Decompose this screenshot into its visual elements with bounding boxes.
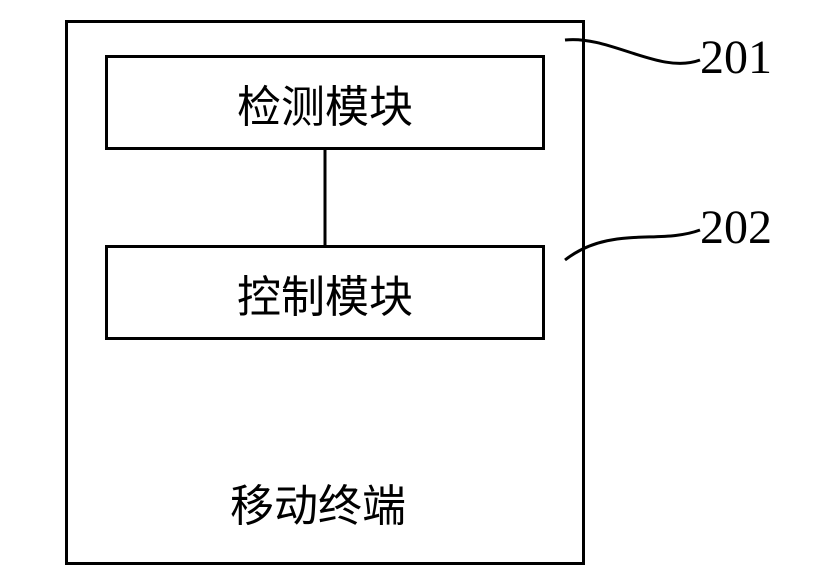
callout-label-201: 201: [700, 30, 772, 85]
block-detect-label: 检测模块: [237, 71, 413, 135]
block-detect-module: 检测模块: [105, 55, 545, 150]
container-label: 移动终端: [230, 470, 406, 534]
diagram-canvas: 移动终端 检测模块 控制模块 201 202: [0, 0, 827, 587]
callout-label-202: 202: [700, 200, 772, 255]
block-control-module: 控制模块: [105, 245, 545, 340]
block-control-label: 控制模块: [237, 261, 413, 325]
